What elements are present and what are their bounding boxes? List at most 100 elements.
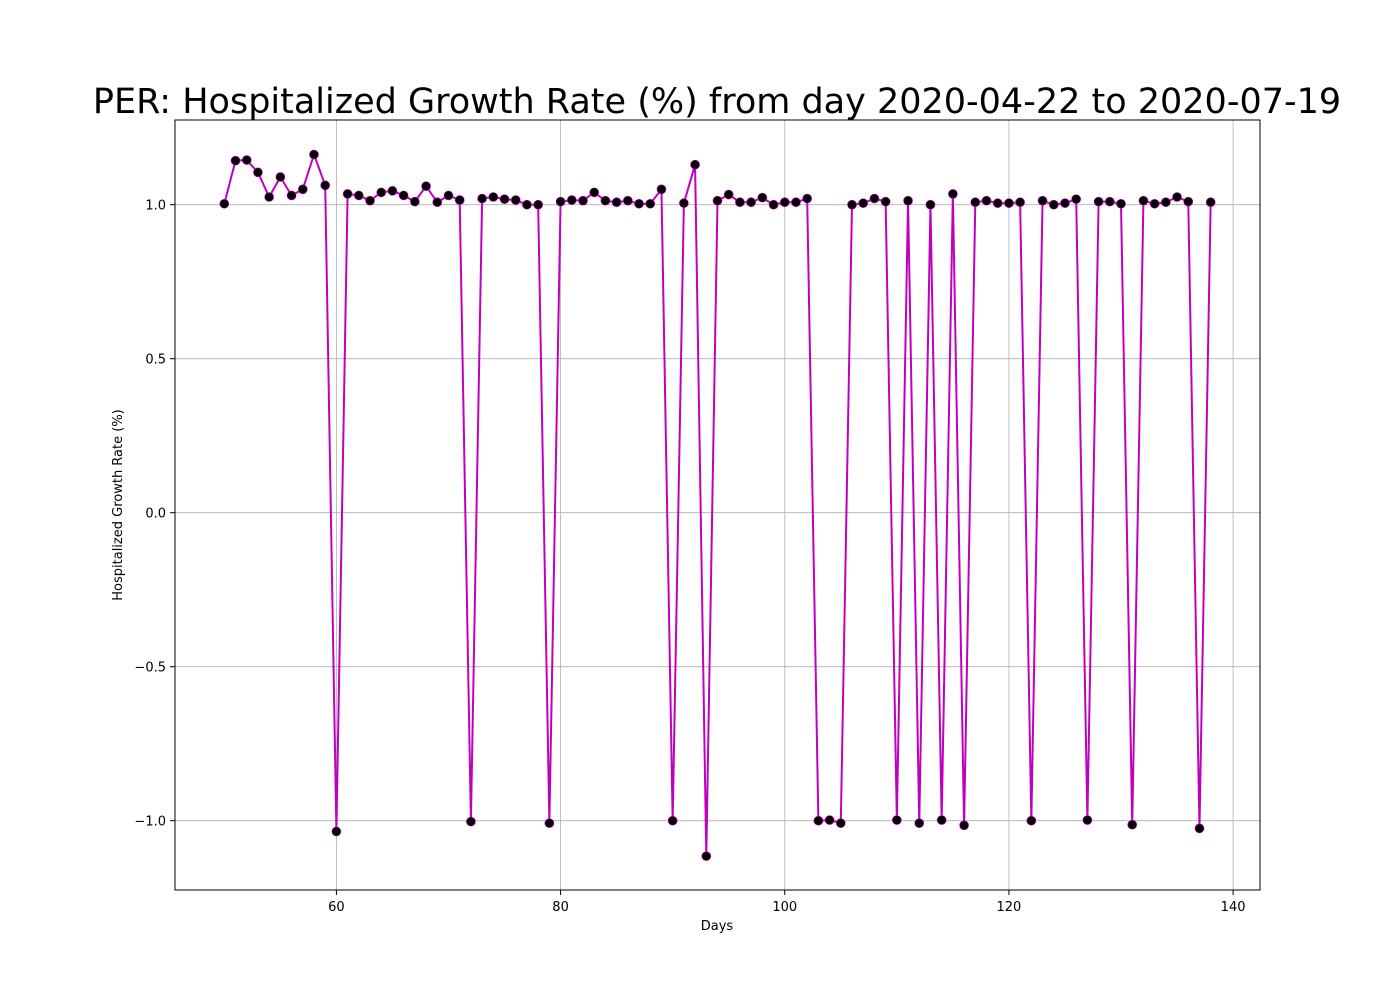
data-point	[443, 190, 454, 201]
data-point	[253, 167, 263, 178]
data-point	[1149, 198, 1160, 209]
data-point	[1026, 815, 1037, 826]
y-axis-label: Hospitalized Growth Rate (%)	[111, 409, 126, 600]
data-point	[847, 199, 857, 210]
data-point	[690, 159, 700, 170]
data-point	[510, 195, 521, 205]
data-point	[365, 195, 375, 206]
data-point	[600, 195, 611, 206]
data-point	[701, 851, 712, 861]
y-tick-label: 1.0	[145, 199, 166, 214]
data-point	[611, 197, 622, 208]
data-point	[555, 196, 566, 207]
data-point	[1048, 199, 1059, 210]
data-point	[566, 195, 577, 205]
data-point	[835, 818, 846, 828]
data-point	[533, 199, 543, 210]
y-tick-label: 0.0	[145, 507, 166, 522]
data-point	[432, 197, 443, 208]
data-point	[466, 816, 476, 827]
data-point	[376, 187, 387, 198]
data-point	[1082, 815, 1093, 825]
data-point	[746, 197, 756, 208]
data-point	[477, 193, 487, 204]
data-point	[398, 190, 409, 201]
data-point	[410, 196, 420, 207]
data-point	[869, 193, 880, 204]
data-point	[354, 190, 364, 201]
data-point	[1015, 197, 1025, 208]
data-point	[802, 193, 812, 204]
plot-area-frame	[174, 119, 1261, 891]
data-point	[925, 199, 936, 210]
data-point	[656, 184, 667, 195]
data-point	[712, 195, 723, 206]
data-point	[936, 815, 947, 825]
x-tick-label: 100	[772, 900, 797, 915]
data-point	[813, 815, 824, 826]
data-point	[297, 184, 308, 195]
data-point	[858, 198, 869, 208]
data-point	[499, 194, 510, 204]
data-point	[723, 189, 734, 200]
data-point	[791, 197, 801, 208]
data-point	[1205, 197, 1216, 208]
series	[219, 149, 1216, 861]
data-point	[241, 155, 252, 165]
data-point	[320, 180, 330, 191]
data-point	[645, 198, 656, 209]
data-point	[1071, 194, 1081, 204]
data-point	[679, 198, 689, 208]
y-tick-label: −1.0	[134, 815, 166, 830]
data-point	[309, 149, 319, 160]
data-point	[1060, 198, 1070, 208]
data-point	[1194, 823, 1205, 834]
data-point	[824, 815, 835, 825]
data-point	[454, 195, 465, 205]
data-point	[992, 198, 1003, 208]
data-point	[757, 192, 768, 203]
y-tick-label: 0.5	[145, 353, 166, 368]
data-point	[230, 155, 241, 166]
data-point	[219, 198, 230, 209]
data-point	[522, 199, 532, 210]
x-tick-label: 60	[328, 900, 345, 915]
data-point	[880, 196, 891, 207]
data-point	[1105, 196, 1115, 207]
data-point	[421, 181, 431, 192]
data-point	[544, 818, 555, 828]
data-point	[948, 189, 958, 199]
data-point	[914, 818, 925, 828]
data-point	[735, 197, 745, 208]
data-point	[387, 186, 398, 196]
x-tick-label: 140	[1221, 900, 1246, 915]
axis-ticks: 60 80 100 120 140 −1.0 −0.5 0.0 0.5 1.0	[134, 199, 1245, 915]
data-point	[779, 197, 790, 208]
data-point	[1037, 195, 1048, 206]
data-point	[1172, 192, 1182, 202]
data-point	[1161, 197, 1171, 208]
data-point	[331, 826, 342, 837]
data-point	[903, 195, 913, 206]
data-point	[1138, 195, 1149, 206]
data-point	[623, 195, 633, 206]
data-point	[275, 172, 286, 182]
y-tick-label: −0.5	[134, 661, 166, 676]
data-point	[578, 195, 588, 206]
x-tick-label: 120	[997, 900, 1022, 915]
data-point	[488, 192, 499, 202]
data-point	[1127, 819, 1138, 830]
data-point	[768, 199, 779, 210]
data-point	[981, 195, 992, 206]
data-point	[667, 815, 678, 826]
data-point	[1004, 198, 1014, 208]
data-point	[264, 192, 274, 202]
data-point	[1116, 198, 1126, 209]
x-tick-label: 80	[552, 900, 569, 915]
data-point	[589, 187, 600, 198]
x-axis-label: Days	[701, 919, 734, 934]
data-point	[892, 815, 902, 825]
chart-title: PER: Hospitalized Growth Rate (%) from d…	[93, 82, 1341, 122]
data-point	[634, 198, 644, 209]
